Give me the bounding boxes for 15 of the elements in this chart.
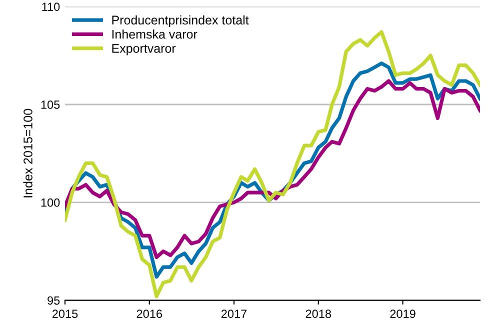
x-tick-label: 2015 bbox=[52, 310, 78, 318]
x-tick-label: 2016 bbox=[136, 310, 162, 318]
legend-label: Producentprisindex totalt bbox=[112, 15, 249, 27]
legend-label: Inhemska varor bbox=[112, 30, 198, 39]
line-series bbox=[65, 30, 480, 298]
y-tick-label: 100 bbox=[41, 198, 60, 207]
x-tick-label: 2018 bbox=[306, 310, 332, 318]
line-series bbox=[65, 79, 480, 260]
y-tick-label: 110 bbox=[42, 2, 60, 11]
x-tick-label: 2019 bbox=[390, 310, 416, 318]
x-tick-label: 2017 bbox=[221, 310, 247, 318]
legend-label: Exportvaror bbox=[112, 44, 176, 56]
y-axis-title: Index 2015=100 bbox=[23, 108, 32, 198]
y-tick-label: 105 bbox=[41, 100, 60, 109]
y-tick-label: 95 bbox=[48, 296, 60, 305]
